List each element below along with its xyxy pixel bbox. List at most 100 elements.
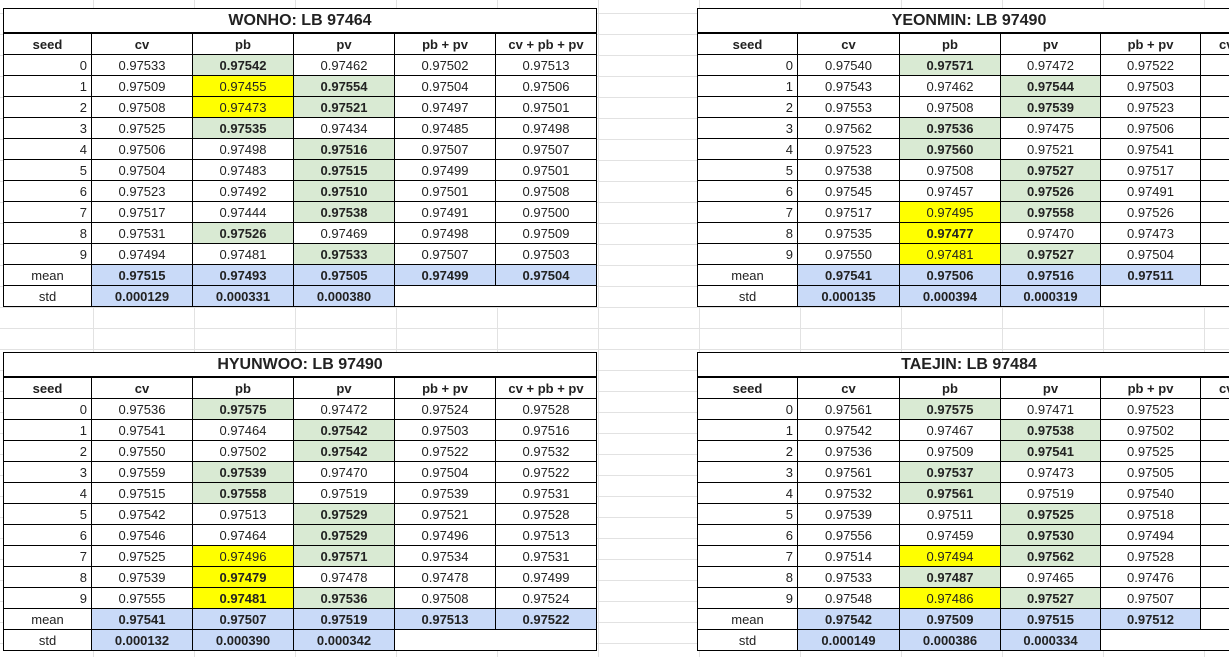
column-header: pv xyxy=(1000,33,1101,55)
value-cell: 0.97528 xyxy=(1100,545,1201,567)
seed-cell: 5 xyxy=(697,503,798,525)
value-cell: 0.97518 xyxy=(1100,503,1201,525)
column-header: pv xyxy=(1000,377,1101,399)
value-cell: 0.97485 xyxy=(394,117,496,139)
mean-cell: 0.97516 xyxy=(1000,264,1101,286)
value-cell: 0.97494 xyxy=(899,545,1001,567)
value-cell: 0.97503 xyxy=(495,243,597,265)
value-cell: 0.97472 xyxy=(1000,54,1101,76)
seed-cell: 1 xyxy=(3,419,92,441)
value-cell: 0.97527 xyxy=(1000,587,1101,609)
column-header: cv xyxy=(797,33,900,55)
mean-cell: 0.97511 xyxy=(1100,264,1201,286)
value-cell: 0.97529 xyxy=(293,503,395,525)
value-cell: 0.97553 xyxy=(797,96,900,118)
value-cell: 0.97546 xyxy=(91,524,193,546)
value-cell: 0.97497 xyxy=(394,96,496,118)
std-cell: 0.000334 xyxy=(1000,629,1101,651)
value-cell: 0.97525 xyxy=(1000,503,1101,525)
value-cell: 0.97531 xyxy=(495,545,597,567)
value-cell: 0.97514 xyxy=(797,545,900,567)
value-cell: 0.97561 xyxy=(797,461,900,483)
value-cell: 0.97531 xyxy=(91,222,193,244)
value-cell: 0.97527 xyxy=(1000,243,1101,265)
seed-cell: 2 xyxy=(697,440,798,462)
value-cell: 0.97506 xyxy=(91,138,193,160)
value-cell: 0.97504 xyxy=(91,159,193,181)
seed-cell: 2 xyxy=(3,440,92,462)
value-cell: 0.97542 xyxy=(293,419,395,441)
empty-cell xyxy=(1200,398,1229,420)
value-cell: 0.97509 xyxy=(899,440,1001,462)
value-cell: 0.97543 xyxy=(797,75,900,97)
value-cell: 0.97519 xyxy=(1000,482,1101,504)
empty-cell xyxy=(1200,138,1229,160)
column-header: cv xyxy=(797,377,900,399)
seed-cell: 3 xyxy=(697,461,798,483)
value-cell: 0.97535 xyxy=(192,117,294,139)
value-cell: 0.97506 xyxy=(495,75,597,97)
value-cell: 0.97496 xyxy=(394,524,496,546)
value-cell: 0.97498 xyxy=(192,138,294,160)
empty-cell xyxy=(1200,503,1229,525)
seed-cell: 4 xyxy=(3,482,92,504)
value-cell: 0.97532 xyxy=(797,482,900,504)
empty-cell xyxy=(1200,75,1229,97)
column-header: pb xyxy=(192,377,294,399)
value-cell: 0.97491 xyxy=(394,201,496,223)
value-cell: 0.97508 xyxy=(394,587,496,609)
value-cell: 0.97462 xyxy=(899,75,1001,97)
mean-cell: 0.97519 xyxy=(293,608,395,630)
seed-cell: 1 xyxy=(697,419,798,441)
table-title: YEONMIN: LB 97490 xyxy=(697,8,1229,33)
seed-cell: 4 xyxy=(697,138,798,160)
empty-cell xyxy=(1200,461,1229,483)
seed-cell: 7 xyxy=(3,201,92,223)
empty-cell xyxy=(1200,482,1229,504)
mean-cell: 0.97541 xyxy=(797,264,900,286)
column-header: cv xyxy=(91,377,193,399)
value-cell: 0.97523 xyxy=(797,138,900,160)
value-cell: 0.97513 xyxy=(192,503,294,525)
empty-cell xyxy=(1200,222,1229,244)
column-header: pb + pv xyxy=(394,33,496,55)
empty-cell xyxy=(1200,117,1229,139)
value-cell: 0.97457 xyxy=(899,180,1001,202)
value-cell: 0.97511 xyxy=(899,503,1001,525)
value-cell: 0.97575 xyxy=(899,398,1001,420)
value-cell: 0.97535 xyxy=(797,222,900,244)
column-header: seed xyxy=(697,377,798,399)
seed-cell: 5 xyxy=(3,159,92,181)
seed-cell: 9 xyxy=(697,587,798,609)
value-cell: 0.97494 xyxy=(91,243,193,265)
value-cell: 0.97505 xyxy=(1100,461,1201,483)
value-cell: 0.97536 xyxy=(293,587,395,609)
value-cell: 0.97464 xyxy=(192,419,294,441)
column-header: seed xyxy=(3,33,92,55)
value-cell: 0.97540 xyxy=(1100,482,1201,504)
column-header: pb xyxy=(192,33,294,55)
value-cell: 0.97537 xyxy=(899,461,1001,483)
value-cell: 0.97540 xyxy=(797,54,900,76)
empty-cell xyxy=(1200,524,1229,546)
value-cell: 0.97525 xyxy=(91,117,193,139)
value-cell: 0.97434 xyxy=(293,117,395,139)
std-cell: 0.000394 xyxy=(899,285,1001,307)
mean-cell: 0.97541 xyxy=(91,608,193,630)
row-label: std xyxy=(3,285,92,307)
seed-cell: 6 xyxy=(697,524,798,546)
value-cell: 0.97541 xyxy=(1100,138,1201,160)
mean-cell: 0.97504 xyxy=(495,264,597,286)
mean-cell: 0.97505 xyxy=(293,264,395,286)
column-header: cv xyxy=(91,33,193,55)
value-cell: 0.97571 xyxy=(899,54,1001,76)
value-cell: 0.97542 xyxy=(192,54,294,76)
value-cell: 0.97472 xyxy=(293,398,395,420)
mean-cell: 0.97515 xyxy=(91,264,193,286)
value-cell: 0.97536 xyxy=(91,398,193,420)
value-cell: 0.97523 xyxy=(91,180,193,202)
value-cell: 0.97536 xyxy=(899,117,1001,139)
mean-cell: 0.97509 xyxy=(899,608,1001,630)
value-cell: 0.97492 xyxy=(192,180,294,202)
